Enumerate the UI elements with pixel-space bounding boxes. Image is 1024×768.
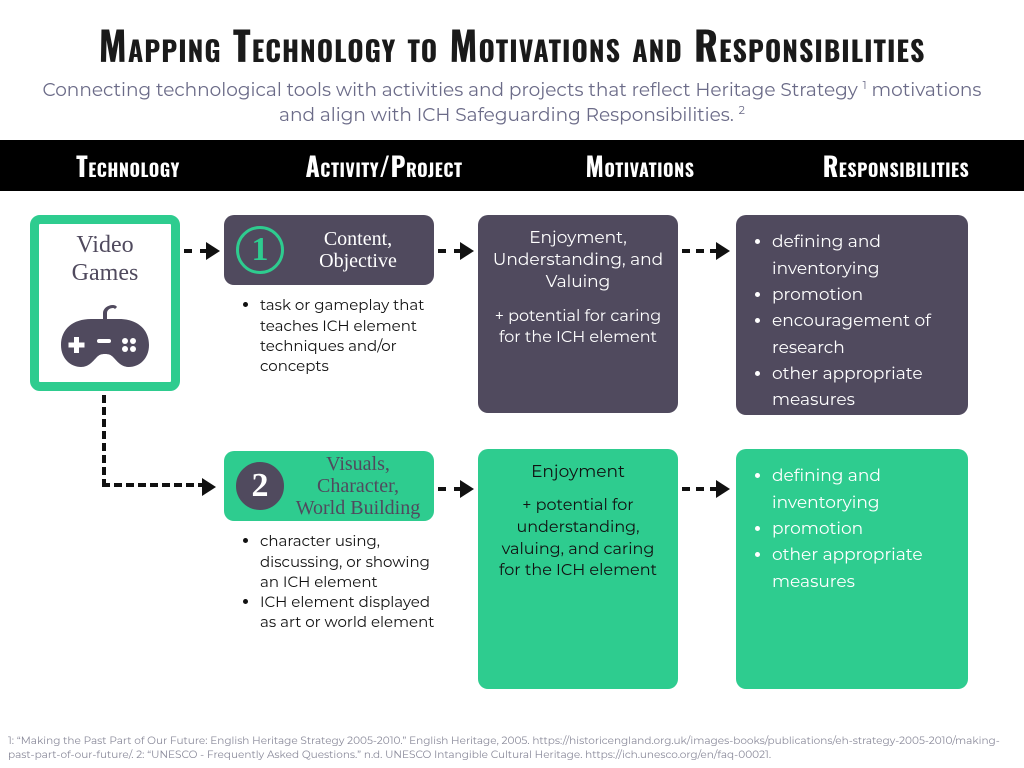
arrow-icon bbox=[438, 479, 474, 499]
activity-box-1: 1 Content, Objective bbox=[224, 215, 434, 285]
arrow-icon bbox=[438, 241, 474, 261]
game-controller-icon bbox=[55, 301, 155, 371]
list-item: promotion bbox=[772, 282, 952, 308]
technology-label: Video Games bbox=[72, 232, 139, 287]
list-item: defining and inventorying bbox=[772, 463, 952, 516]
list-item: other appropriate measures bbox=[772, 361, 952, 414]
activity-title-2: Visuals, Character, World Building bbox=[294, 453, 422, 519]
footnote-ref-1: 1 bbox=[863, 78, 867, 92]
col-responsibilities: Responsibilities bbox=[768, 146, 1024, 185]
page-title: Mapping Technology to Motivations and Re… bbox=[0, 0, 1024, 74]
responsibility-box-1: defining and inventorying promotion enco… bbox=[736, 215, 968, 415]
technology-card: Video Games bbox=[30, 215, 180, 391]
arrow-icon bbox=[682, 479, 730, 499]
activity-number-1: 1 bbox=[236, 226, 284, 274]
list-item: other appropriate measures bbox=[772, 542, 952, 595]
activity-title-1: Content, Objective bbox=[294, 228, 422, 272]
connector-elbow bbox=[102, 395, 206, 487]
responsibility-box-2: defining and inventorying promotion othe… bbox=[736, 449, 968, 689]
motivation-heading-2: Enjoyment bbox=[492, 461, 664, 483]
col-technology: Technology bbox=[0, 146, 256, 185]
diagram-canvas: Video Games 1 Content, Objective task or… bbox=[0, 191, 1024, 751]
motivation-sub-2: + potential for understanding, valuing, … bbox=[492, 495, 664, 581]
motivation-sub-1: + potential for caring for the ICH eleme… bbox=[492, 306, 664, 349]
activity-bullets-1: task or gameplay that teaches ICH elemen… bbox=[242, 295, 437, 376]
list-item: encouragement of research bbox=[772, 308, 952, 361]
motivation-heading-1: Enjoyment, Understanding, and Valuing bbox=[492, 227, 664, 293]
column-header-bar: Technology Activity/Project Motivations … bbox=[0, 140, 1024, 191]
motivation-box-1: Enjoyment, Understanding, and Valuing + … bbox=[478, 215, 678, 413]
activity-number-2: 2 bbox=[236, 462, 284, 510]
arrow-icon bbox=[184, 241, 220, 261]
tech-label-l2: Games bbox=[72, 260, 139, 286]
activity-box-2: 2 Visuals, Character, World Building bbox=[224, 451, 434, 521]
col-activity: Activity/Project bbox=[256, 146, 512, 185]
list-item: ICH element displayed as art or world el… bbox=[260, 592, 437, 633]
subtitle-pre: Connecting technological tools with acti… bbox=[43, 78, 858, 101]
list-item: defining and inventorying bbox=[772, 229, 952, 282]
arrow-head-icon bbox=[202, 478, 216, 496]
activity-bullets-2: character using, discussing, or showing … bbox=[242, 531, 437, 632]
list-item: task or gameplay that teaches ICH elemen… bbox=[260, 295, 437, 376]
page-subtitle: Connecting technological tools with acti… bbox=[0, 74, 1024, 128]
footnote-ref-2: 2 bbox=[739, 103, 745, 117]
list-item: character using, discussing, or showing … bbox=[260, 531, 437, 592]
arrow-icon bbox=[682, 241, 730, 261]
col-motivations: Motivations bbox=[512, 146, 768, 185]
motivation-box-2: Enjoyment + potential for understanding,… bbox=[478, 449, 678, 689]
list-item: promotion bbox=[772, 516, 952, 542]
tech-label-l1: Video bbox=[76, 232, 133, 258]
footnote-text: 1: “Making the Past Part of Our Future: … bbox=[8, 734, 1016, 762]
